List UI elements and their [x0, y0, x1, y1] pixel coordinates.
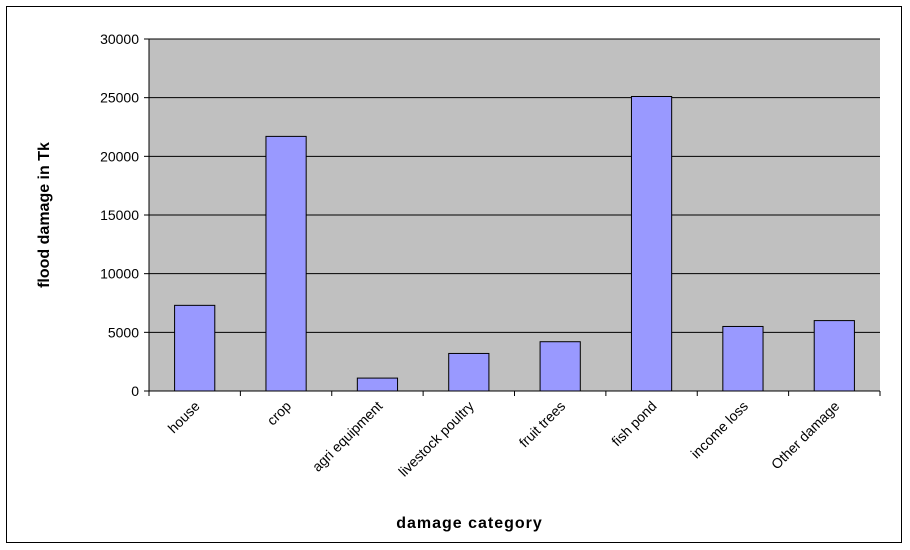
x-tick-label: income loss	[687, 398, 751, 462]
y-tick-label: 15000	[100, 207, 139, 223]
axes	[144, 38, 881, 396]
x-tick-label: Other damage	[768, 398, 843, 473]
y-tick-label: 0	[131, 383, 139, 399]
bar-fruit-trees	[539, 341, 581, 392]
y-axis-title: flood damage in Tk	[36, 142, 53, 288]
bar-income-loss	[722, 325, 764, 392]
y-tick-label: 20000	[100, 148, 139, 164]
x-tick-label: house	[165, 398, 203, 436]
y-tick-label: 5000	[108, 324, 139, 340]
x-tick-label: livestock poultry	[395, 398, 477, 480]
bar-house	[174, 304, 216, 392]
x-tick-label: agri equipment	[309, 398, 386, 475]
x-axis-title: damage category	[396, 515, 543, 532]
bar-livestock-poultry	[448, 352, 490, 392]
bar-agri-equipment	[356, 377, 399, 392]
bar-crop	[265, 135, 307, 392]
x-tick-label: crop	[264, 398, 295, 429]
y-tick-label: 10000	[100, 266, 139, 282]
x-tick-labels: house crop agri equipment livestock poultry…	[165, 398, 843, 480]
bar-fish-pond	[630, 95, 673, 392]
x-tick-label: fish pond	[608, 398, 659, 449]
bar-other-damage	[813, 320, 855, 392]
y-tick-label: 25000	[100, 90, 139, 106]
x-tick-label: fruit trees	[516, 398, 569, 451]
y-tick-label: 30000	[100, 31, 139, 47]
y-tick-labels: 0 5000 10000 15000 20000 25000 30000	[100, 31, 139, 399]
